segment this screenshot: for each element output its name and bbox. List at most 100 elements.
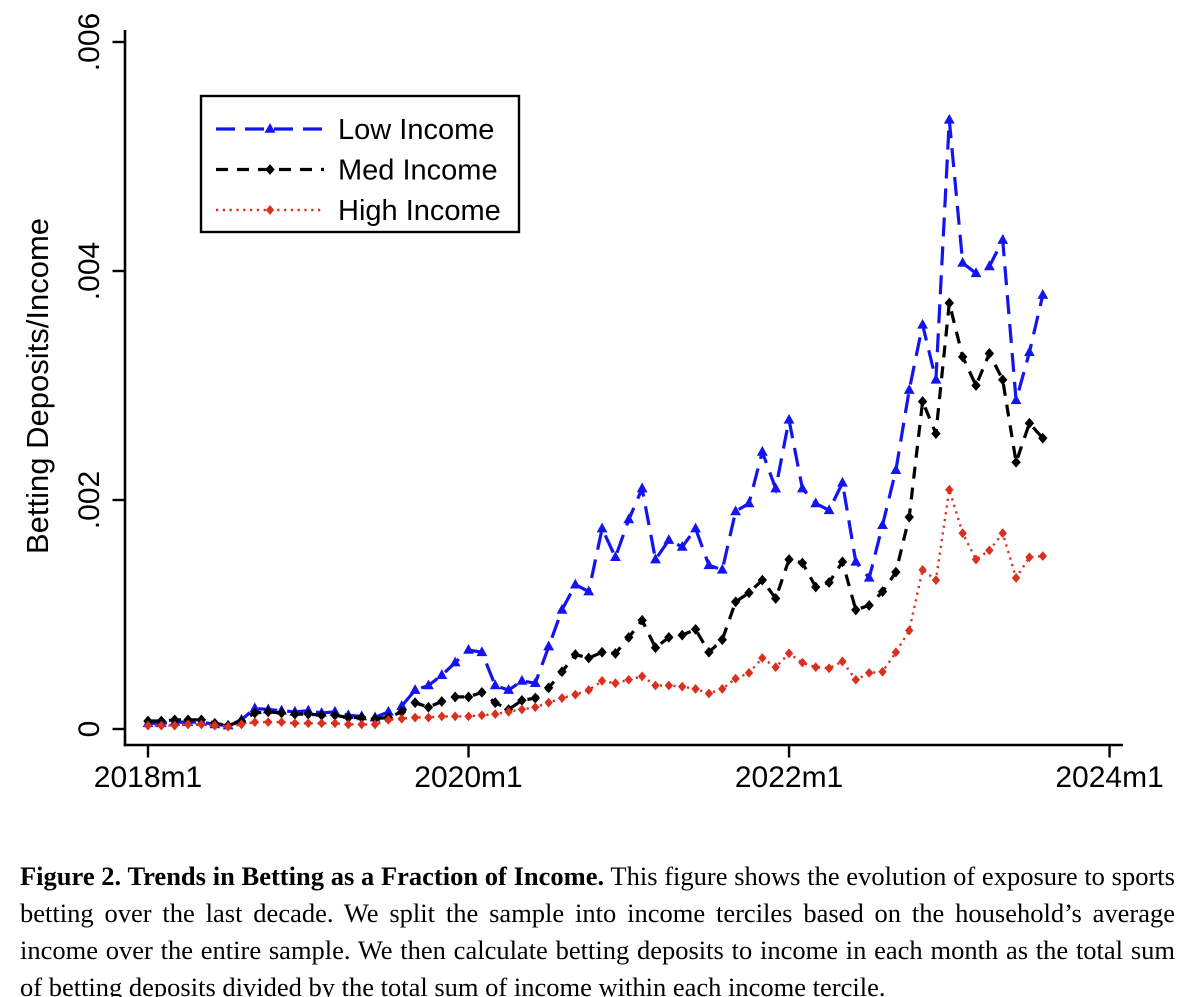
betting-trends-chart: 0 .002 .004 .006 2018m1 2020m1 2022m1 2024m1 Be… xyxy=(20,13,1164,794)
data-point-marker xyxy=(290,708,300,720)
data-point-marker xyxy=(917,396,928,407)
y-tick-label: 0 xyxy=(73,721,106,738)
data-point-marker xyxy=(985,545,994,556)
x-tick-label: 2024m1 xyxy=(1055,761,1163,794)
legend-item-med-income: Med Income xyxy=(216,155,498,187)
data-point-marker xyxy=(824,663,834,674)
data-point-marker xyxy=(476,646,488,657)
data-point-marker xyxy=(851,674,861,685)
data-point-marker xyxy=(663,534,675,544)
y-tick-label: .004 xyxy=(73,242,106,300)
data-point-marker xyxy=(957,256,969,267)
data-point-marker xyxy=(170,720,179,731)
data-point-marker xyxy=(1010,394,1022,405)
data-point-marker xyxy=(197,719,206,730)
data-point-marker xyxy=(863,571,875,582)
data-point-marker xyxy=(265,205,275,215)
data-point-marker xyxy=(1038,551,1047,562)
data-point-marker xyxy=(783,413,795,424)
data-point-marker xyxy=(678,681,687,692)
data-point-marker xyxy=(770,482,782,493)
series-high-income xyxy=(143,484,1047,732)
data-point-marker xyxy=(623,513,635,524)
data-point-marker xyxy=(304,718,313,729)
data-point-marker xyxy=(744,587,754,599)
data-point-marker xyxy=(1024,346,1035,357)
series-med-income xyxy=(143,297,1048,731)
data-point-marker xyxy=(436,669,448,679)
data-point-marker xyxy=(490,697,500,709)
data-point-marker xyxy=(624,674,633,685)
data-point-marker xyxy=(477,710,487,721)
data-point-marker xyxy=(504,706,513,717)
data-point-marker xyxy=(1011,456,1021,468)
data-point-marker xyxy=(743,497,755,508)
data-point-marker xyxy=(984,348,995,359)
data-point-marker xyxy=(611,678,620,689)
y-tick-label: .002 xyxy=(73,471,106,529)
data-point-marker xyxy=(277,717,286,728)
data-point-marker xyxy=(170,714,180,726)
data-point-marker xyxy=(917,318,928,329)
x-tick-label: 2020m1 xyxy=(414,761,522,794)
data-point-marker xyxy=(516,674,528,685)
data-point-marker xyxy=(303,708,313,720)
data-point-marker xyxy=(477,686,487,698)
legend-label: Med Income xyxy=(338,155,498,187)
data-point-marker xyxy=(450,711,460,722)
data-point-marker xyxy=(250,707,260,719)
data-point-marker xyxy=(918,564,927,575)
data-point-marker xyxy=(824,577,834,588)
data-point-marker xyxy=(676,540,688,551)
data-point-marker xyxy=(650,642,661,654)
legend-label: High Income xyxy=(338,195,501,227)
data-point-marker xyxy=(1025,552,1034,563)
data-point-marker xyxy=(263,706,273,718)
data-point-marker xyxy=(423,679,434,690)
data-point-marker xyxy=(316,709,327,721)
data-point-marker xyxy=(517,704,527,715)
data-point-marker xyxy=(183,719,193,730)
data-point-marker xyxy=(530,692,540,704)
data-point-marker xyxy=(569,578,581,589)
data-point-marker xyxy=(317,718,326,729)
data-point-marker xyxy=(930,373,942,384)
legend-items: Low Income Med Income High Income xyxy=(216,114,501,227)
data-point-marker xyxy=(704,688,714,699)
data-point-marker xyxy=(850,555,862,566)
data-point-marker xyxy=(143,720,153,731)
data-point-marker xyxy=(330,709,340,721)
data-point-marker xyxy=(597,646,607,658)
data-point-marker xyxy=(610,648,621,659)
caption-body: This figure shows the evolution of expos… xyxy=(20,860,1175,997)
data-point-marker xyxy=(650,553,661,564)
data-point-marker xyxy=(223,721,233,732)
legend: Low Income Med Income High Income xyxy=(199,94,521,234)
series-high-income-line xyxy=(148,489,1043,728)
data-point-marker xyxy=(423,701,434,713)
data-point-marker xyxy=(877,586,888,597)
caption-title: Trends in Betting as a Fraction of Incom… xyxy=(127,860,605,891)
data-point-marker xyxy=(943,113,955,124)
data-point-marker xyxy=(971,380,981,391)
x-tick-label: 2018m1 xyxy=(94,761,202,794)
x-tick-label: 2022m1 xyxy=(735,761,843,794)
data-point-marker xyxy=(1038,432,1048,444)
data-point-marker xyxy=(290,718,300,729)
figure-caption: Figure 2. Trends in Betting as a Fractio… xyxy=(20,858,1175,997)
data-point-marker xyxy=(610,551,621,562)
data-point-marker xyxy=(997,234,1009,244)
data-point-marker xyxy=(864,599,874,611)
data-point-marker xyxy=(449,656,461,667)
data-point-marker xyxy=(756,445,768,456)
data-point-marker xyxy=(370,713,380,725)
data-point-marker xyxy=(543,682,554,694)
data-point-marker xyxy=(396,700,408,710)
data-point-marker xyxy=(905,625,914,636)
data-point-marker xyxy=(931,428,941,439)
data-point-marker xyxy=(730,596,741,608)
data-point-marker xyxy=(265,164,275,175)
y-tick-label: .006 xyxy=(73,13,106,71)
data-point-marker xyxy=(357,719,366,730)
